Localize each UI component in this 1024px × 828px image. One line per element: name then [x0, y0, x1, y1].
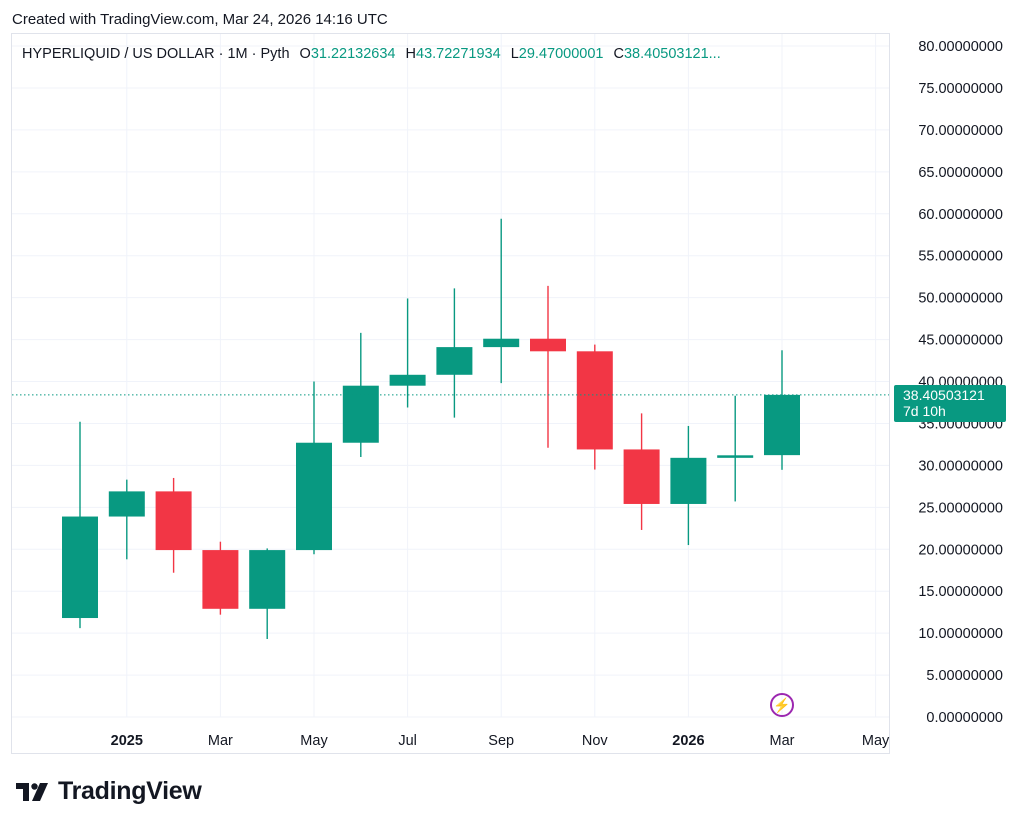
candle-body-up[interactable]: [483, 338, 520, 348]
x-tick-label: 2025: [111, 733, 143, 749]
symbol-label[interactable]: HYPERLIQUID / US DOLLAR · 1M · Pyth: [22, 46, 290, 62]
y-tick-label: 80.00000000: [918, 39, 1003, 55]
y-tick-label: 10.00000000: [918, 626, 1003, 642]
tradingview-logo-icon: [16, 782, 48, 801]
bar-countdown: 7d 10h: [903, 403, 946, 419]
y-tick-label: 50.00000000: [918, 291, 1003, 307]
y-tick-label: 20.00000000: [918, 542, 1003, 558]
x-tick-label: May: [300, 733, 328, 749]
x-tick-label: Mar: [770, 733, 795, 749]
y-tick-label: 65.00000000: [918, 165, 1003, 181]
chart-created-caption: Created with TradingView.com, Mar 24, 20…: [12, 11, 388, 28]
last-price-value: 38.40503121: [903, 387, 985, 403]
ohlc-legend: HYPERLIQUID / US DOLLAR · 1M · Pyth O31.…: [22, 46, 721, 62]
candle-body-up[interactable]: [296, 442, 332, 551]
candle-body-down[interactable]: [530, 338, 566, 352]
y-tick-label: 30.00000000: [918, 458, 1003, 474]
open-value: 31.22132634: [310, 46, 396, 62]
x-tick-label: May: [862, 733, 890, 749]
candle-body-up[interactable]: [717, 455, 754, 458]
candle-body-up[interactable]: [249, 550, 286, 609]
low-label: L: [510, 46, 519, 62]
low-value: 29.47000001: [518, 46, 604, 62]
candle-body-down[interactable]: [155, 491, 192, 551]
high-value: 43.72271934: [416, 46, 501, 62]
candle-body-down[interactable]: [576, 351, 613, 450]
candle-body-down[interactable]: [202, 550, 239, 609]
chart-frame[interactable]: [11, 33, 890, 754]
y-tick-label: 25.00000000: [918, 500, 1003, 516]
y-tick-label: 75.00000000: [918, 81, 1003, 97]
x-tick-label: Mar: [208, 733, 233, 749]
candle-body-down[interactable]: [623, 449, 660, 504]
y-tick-label: 70.00000000: [918, 123, 1003, 139]
close-label: C: [613, 46, 624, 62]
y-tick-label: 5.00000000: [926, 668, 1003, 684]
last-price-tag: 38.40503121 7d 10h: [894, 385, 1006, 422]
x-tick-label: Jul: [398, 733, 417, 749]
candle-body-up[interactable]: [436, 347, 473, 375]
x-tick-label: Sep: [488, 733, 514, 749]
x-tick-label: Nov: [582, 733, 609, 749]
y-tick-label: 55.00000000: [918, 249, 1003, 265]
close-value: 38.40503121...: [623, 46, 721, 62]
open-label: O: [299, 46, 311, 62]
y-tick-label: 45.00000000: [918, 333, 1003, 349]
candle-body-up[interactable]: [764, 394, 800, 456]
lightning-event-icon[interactable]: ⚡: [770, 693, 794, 717]
candle-body-up[interactable]: [670, 457, 707, 504]
brand-name: TradingView: [58, 777, 202, 805]
candle-body-up[interactable]: [389, 374, 426, 386]
candle-body-up[interactable]: [342, 385, 379, 443]
candle-body-up[interactable]: [62, 516, 98, 619]
y-tick-label: 0.00000000: [926, 710, 1003, 726]
high-label: H: [405, 46, 417, 62]
tradingview-logo[interactable]: TradingView: [16, 777, 202, 806]
x-tick-label: 2026: [672, 733, 704, 749]
y-tick-label: 60.00000000: [918, 207, 1003, 223]
y-tick-label: 15.00000000: [918, 584, 1003, 600]
candle-body-up[interactable]: [108, 491, 145, 517]
